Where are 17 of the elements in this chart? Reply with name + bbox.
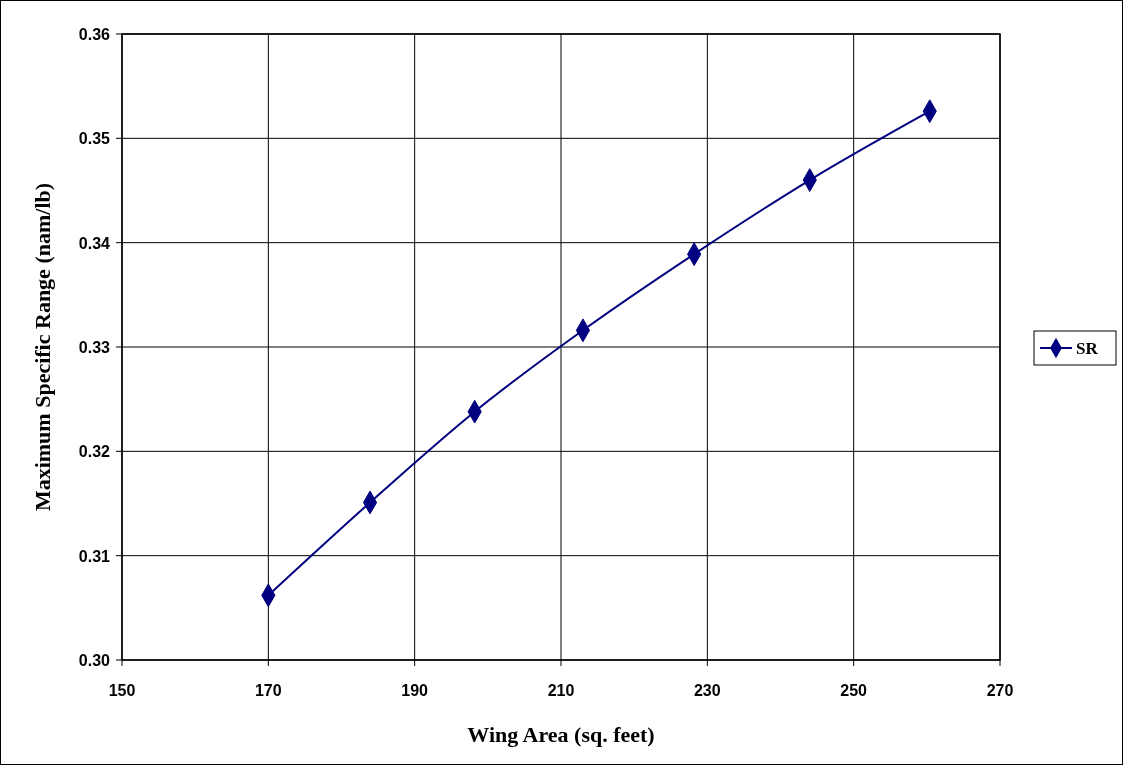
y-tick-label: 0.31	[78, 547, 111, 565]
x-tick-label: 250	[840, 682, 868, 699]
x-axis-title: Wing Area (sq. feet)	[467, 722, 655, 747]
x-tick-label: 150	[108, 682, 136, 699]
x-tick-label: 270	[986, 682, 1014, 699]
y-tick-label: 0.34	[78, 234, 111, 252]
y-tick-label: 0.33	[78, 339, 111, 356]
x-tick-label: 210	[547, 682, 575, 699]
x-tick-label: 170	[254, 682, 282, 699]
y-tick-label: 0.32	[78, 443, 111, 461]
y-axis-title: Maximum Specific Range (nam/lb)	[30, 182, 55, 512]
x-tick-label: 230	[693, 682, 721, 699]
y-tick-label: 0.30	[78, 652, 111, 669]
y-tick-label: 0.35	[78, 130, 111, 148]
legend-label: SR	[1076, 339, 1099, 358]
x-tick-label: 190	[401, 682, 429, 699]
y-tick-label: 0.36	[78, 26, 111, 43]
